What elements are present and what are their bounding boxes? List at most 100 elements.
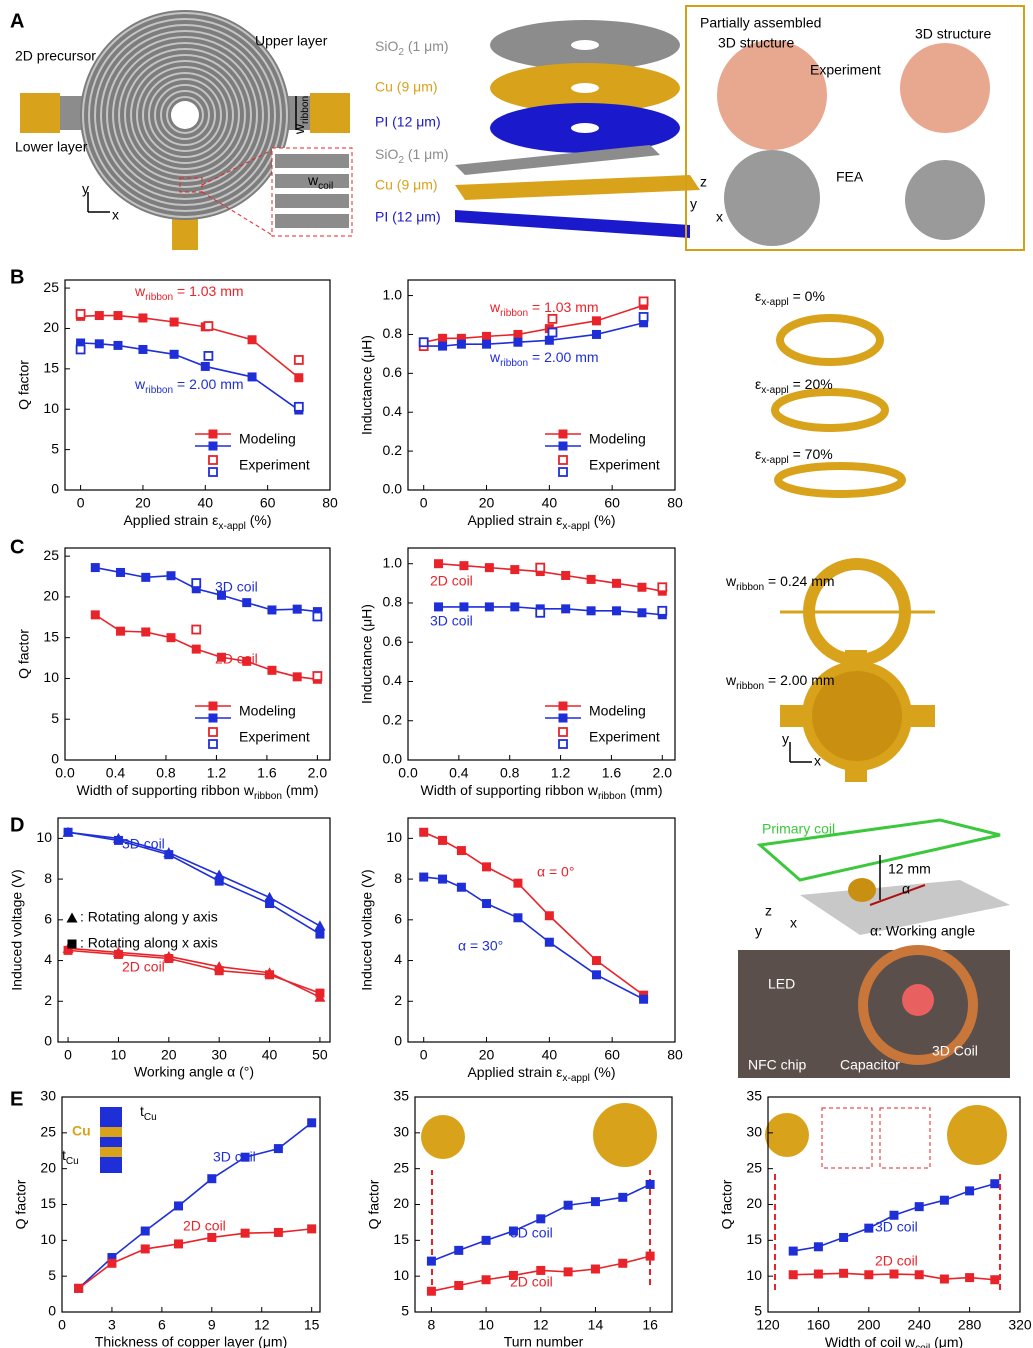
x-axis-label: Width of supporting ribbon wribbon (mm) (421, 782, 663, 802)
marker (618, 1259, 627, 1268)
text-part: Width of coil w (825, 1334, 916, 1348)
marker (513, 338, 522, 347)
marker (267, 605, 276, 614)
y-axis-label: Q factor (16, 360, 32, 410)
x-tick-label: 280 (958, 1317, 982, 1333)
annotation: Cu (9 μm) (375, 177, 438, 193)
subscript: ribbon (500, 358, 528, 369)
marker (965, 1186, 974, 1195)
marker (559, 702, 568, 711)
marker (241, 1229, 250, 1238)
legend-label: Modeling (589, 431, 646, 447)
series-label: wribbon = 1.03 mm (489, 299, 599, 319)
marker (265, 970, 274, 979)
y-tick-label: 6 (394, 911, 402, 927)
axes-icon (790, 742, 812, 762)
text-part: (1 μm) (404, 38, 449, 54)
text-part: SiO (375, 38, 398, 54)
y-tick-label: 20 (746, 1195, 762, 1211)
y-tick-label: 20 (40, 1159, 56, 1175)
y-tick-label: 5 (401, 1303, 409, 1319)
marker (209, 442, 218, 451)
y-tick-label: 30 (40, 1088, 56, 1104)
marker (68, 940, 77, 949)
legend-label: Experiment (239, 729, 310, 745)
marker (209, 430, 218, 439)
marker (138, 313, 147, 322)
series-label: 2D coil (875, 1253, 918, 1269)
y-tick-label: 2 (394, 992, 402, 1008)
y-tick-label: 0.0 (383, 481, 403, 497)
text-part: (%) (246, 512, 272, 528)
x-axis-label: Width of supporting ribbon wribbon (mm) (77, 782, 319, 802)
marker (482, 1275, 491, 1284)
subscript: ribbon (598, 791, 626, 802)
series-label: α = 30° (458, 938, 503, 954)
panel-label: B (10, 266, 24, 288)
annotation: Cu (9 μm) (375, 79, 438, 95)
annotation: Experiment (810, 62, 881, 78)
series-line (424, 832, 644, 995)
y-tick-label: 20 (393, 1195, 409, 1211)
legend-label: Modeling (239, 431, 296, 447)
y-tick-label: 15 (43, 628, 59, 644)
marker (561, 604, 570, 613)
x-axis-label: Width of coil wcoil (μm) (825, 1334, 963, 1348)
text-part: = 2.00 mm (528, 349, 598, 365)
marker (513, 879, 522, 888)
marker (639, 995, 648, 1004)
x-tick-label: 60 (604, 1047, 620, 1063)
marker (419, 828, 428, 837)
annotation: FEA (836, 169, 864, 185)
subscript: x-appl (761, 385, 788, 396)
panel-label: E (10, 1088, 23, 1110)
y-tick-label: 25 (393, 1159, 409, 1175)
marker (314, 920, 325, 930)
coil (848, 878, 876, 902)
y-tick-label: 10 (746, 1267, 762, 1283)
marker (915, 1270, 924, 1279)
marker (164, 954, 173, 963)
annotation: tCu (140, 1103, 157, 1123)
marker (167, 571, 176, 580)
x-tick-label: 12 (533, 1317, 549, 1333)
x-tick-label: 0.8 (156, 765, 176, 781)
marker (438, 334, 447, 343)
marker (248, 335, 257, 344)
fea (905, 160, 985, 240)
marker (591, 1265, 600, 1274)
text-part: Width of supporting ribbon w (421, 782, 599, 798)
series-label: wribbon = 1.03 mm (134, 283, 244, 303)
x-tick-label: 20 (479, 1047, 495, 1063)
y-tick-label: 10 (393, 1267, 409, 1283)
y-tick-label: 0.6 (383, 633, 403, 649)
y-axis-label: Q factor (366, 1179, 382, 1229)
ribbon-layer (455, 210, 690, 238)
y-tick-label: 25 (43, 279, 59, 295)
annotation: y (82, 181, 89, 197)
x-tick-label: 320 (1008, 1317, 1032, 1333)
y-tick-label: 1.0 (383, 554, 403, 570)
text-part: Applied strain ε (467, 1064, 562, 1080)
marker (592, 316, 601, 325)
marker (559, 740, 567, 748)
text-part: = 0.24 mm (764, 573, 834, 589)
series-label: 2D coil (122, 959, 165, 975)
text-part: Applied strain ε (123, 512, 218, 528)
x-tick-label: 0 (420, 1047, 428, 1063)
y-tick-label: 0 (48, 1303, 56, 1319)
marker (215, 966, 224, 975)
x-axis-label: Applied strain εx-appl (%) (467, 1064, 615, 1084)
annotation: NFC chip (748, 1057, 807, 1073)
y-tick-label: 0.6 (383, 364, 403, 380)
marker (536, 564, 544, 572)
y-axis-label: Q factor (13, 1179, 29, 1229)
marker (510, 565, 519, 574)
annotation: y (755, 923, 762, 939)
annotation: Cu (72, 1123, 91, 1139)
fea (724, 150, 820, 246)
x-tick-label: 60 (604, 495, 620, 511)
x-tick-label: 2.0 (308, 765, 328, 781)
annotation: x (112, 207, 119, 223)
marker (990, 1275, 999, 1284)
